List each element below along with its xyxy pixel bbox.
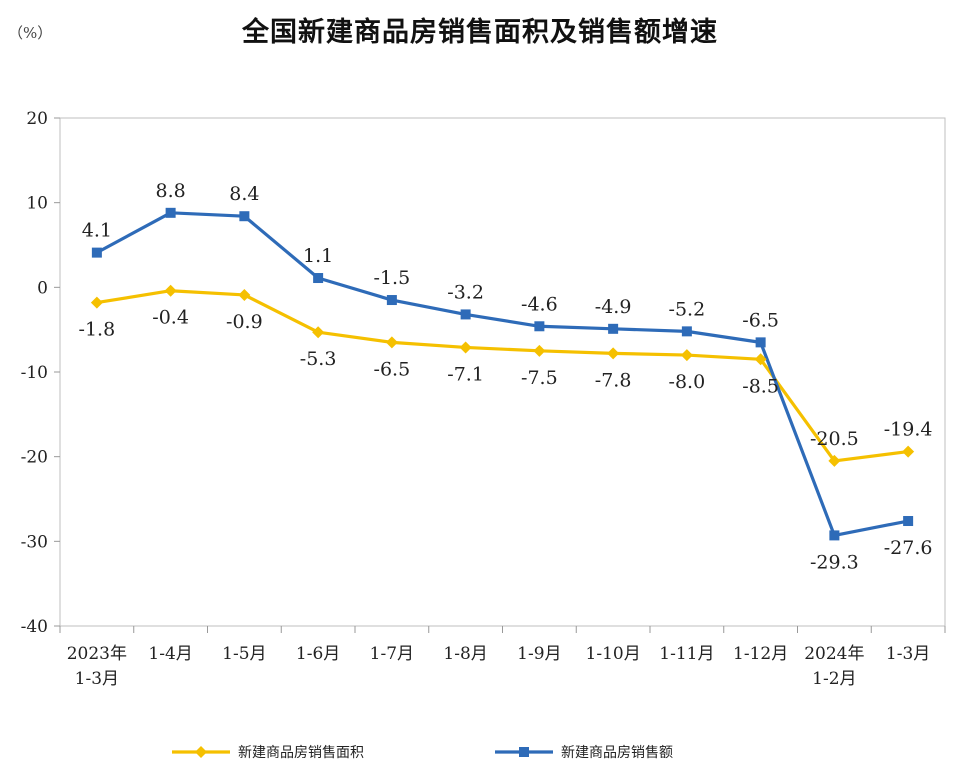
data-label-sales-amount: -4.6 <box>521 293 558 315</box>
x-tick-label: 1-3月 <box>75 669 119 689</box>
x-tick-label: 1-6月 <box>296 644 340 664</box>
data-point-sales-amount <box>829 530 840 541</box>
x-tick-label: 2023年 <box>67 644 127 664</box>
data-label-sales-amount: -4.9 <box>595 296 632 318</box>
data-label-sales-area: -6.5 <box>374 358 411 380</box>
series-line-sales-amount <box>96 211 909 538</box>
data-label-sales-amount: -1.5 <box>374 267 411 289</box>
data-point-sales-area <box>828 454 841 467</box>
data-label-sales-area: -19.4 <box>884 419 933 441</box>
y-tick-label: -40 <box>21 617 48 637</box>
y-tick-label: 20 <box>26 109 48 129</box>
data-point-sales-area <box>607 347 620 360</box>
data-point-sales-area <box>680 349 693 362</box>
data-point-sales-area <box>902 445 915 458</box>
data-label-sales-area: -8.5 <box>742 375 779 397</box>
x-tick-label: 1-5月 <box>222 644 266 664</box>
data-point-sales-area <box>385 336 398 349</box>
y-tick-label: -20 <box>21 448 48 468</box>
x-tick-label: 1-3月 <box>886 644 930 664</box>
data-point-sales-amount <box>903 516 914 527</box>
data-label-sales-amount: 1.1 <box>303 245 333 267</box>
data-label-sales-area: -5.3 <box>300 348 337 370</box>
x-tick-label: 1-12月 <box>733 644 788 664</box>
y-tick-label: 10 <box>26 194 48 214</box>
data-point-sales-amount <box>460 309 471 320</box>
x-tick-label: 1-7月 <box>370 644 414 664</box>
data-label-sales-area: -7.1 <box>447 363 484 385</box>
series-line-sales-area <box>96 289 909 463</box>
legend-marker <box>195 746 207 758</box>
legend-marker <box>519 747 529 757</box>
x-tick-label: 1-10月 <box>586 644 641 664</box>
x-tick-label: 1-4月 <box>148 644 192 664</box>
chart-title: 全国新建商品房销售面积及销售额增速 <box>242 17 718 48</box>
data-point-sales-amount <box>313 273 324 284</box>
data-point-sales-amount <box>165 207 176 218</box>
x-tick-label: 1-9月 <box>517 644 561 664</box>
data-label-sales-area: -7.5 <box>521 367 558 389</box>
data-label-sales-area: -0.9 <box>226 311 263 333</box>
data-point-sales-amount <box>681 326 692 337</box>
data-label-sales-amount: 8.8 <box>156 180 186 202</box>
x-tick-label: 1-11月 <box>659 644 714 664</box>
x-tick-label: 1-2月 <box>812 669 856 689</box>
legend-item-sales-amount: 新建商品房销售额 <box>495 745 673 761</box>
data-label-sales-area: -7.8 <box>595 369 632 391</box>
legend-label: 新建商品房销售额 <box>561 745 673 761</box>
data-point-sales-area <box>164 284 177 297</box>
data-point-sales-amount <box>534 321 545 332</box>
y-axis-unit: （%） <box>8 24 53 42</box>
data-label-sales-area: -1.8 <box>79 319 116 341</box>
data-point-sales-amount <box>239 211 250 222</box>
y-tick-label: -10 <box>21 363 48 383</box>
data-point-sales-area <box>238 288 251 301</box>
data-label-sales-amount: 4.1 <box>82 220 112 242</box>
data-label-sales-amount: -27.6 <box>884 537 933 559</box>
data-point-sales-area <box>533 344 546 357</box>
data-label-sales-amount: -29.3 <box>810 551 859 573</box>
data-point-sales-amount <box>755 337 766 348</box>
data-point-sales-area <box>754 353 767 366</box>
data-point-sales-area <box>459 341 472 354</box>
data-point-sales-amount <box>608 323 619 334</box>
plot-frame <box>59 117 946 627</box>
data-label-sales-area: -8.0 <box>669 371 706 393</box>
x-tick-label: 2024年 <box>804 644 864 664</box>
y-tick-label: 0 <box>37 278 48 298</box>
data-point-sales-area <box>312 326 325 339</box>
data-point-sales-amount <box>386 295 397 306</box>
legend-label: 新建商品房销售面积 <box>238 745 364 761</box>
y-tick-label: -30 <box>21 532 48 552</box>
data-label-sales-amount: -5.2 <box>669 298 706 320</box>
data-label-sales-amount: -3.2 <box>447 281 484 303</box>
data-label-sales-amount: 8.4 <box>229 183 259 205</box>
data-label-sales-amount: -6.5 <box>742 309 779 331</box>
data-label-sales-area: -0.4 <box>152 307 189 329</box>
x-tick-label: 1-8月 <box>443 644 487 664</box>
data-label-sales-area: -20.5 <box>810 428 859 450</box>
data-point-sales-amount <box>91 247 102 258</box>
legend-item-sales-area: 新建商品房销售面积 <box>172 745 364 761</box>
data-point-sales-area <box>90 296 103 309</box>
